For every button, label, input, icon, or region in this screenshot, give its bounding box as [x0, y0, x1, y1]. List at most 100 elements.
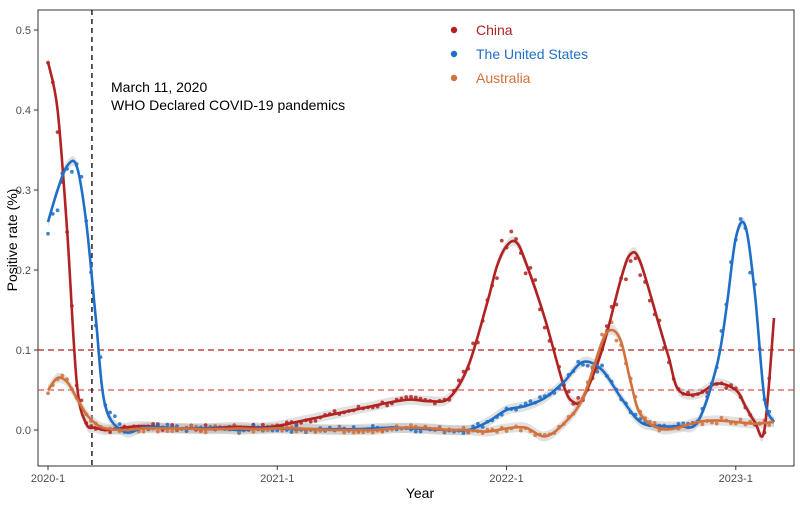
- point-the-united-states: [55, 208, 60, 213]
- point-australia: [203, 430, 208, 435]
- point-australia: [504, 429, 509, 433]
- line-china: [46, 61, 776, 438]
- point-china: [624, 277, 628, 282]
- point-the-united-states: [600, 363, 604, 368]
- point-australia: [141, 429, 146, 434]
- point-australia: [409, 423, 413, 427]
- point-china: [409, 394, 413, 399]
- y-tick-label: 0.2: [16, 265, 31, 277]
- point-australia: [370, 430, 375, 435]
- y-tick-label: 0.1: [16, 345, 31, 357]
- point-australia: [461, 425, 466, 430]
- legend: China The United States Australia: [450, 22, 588, 86]
- point-the-united-states: [112, 414, 117, 419]
- point-australia: [600, 332, 604, 337]
- point-australia: [46, 391, 50, 396]
- point-australia: [351, 430, 356, 435]
- point-the-united-states: [585, 363, 590, 368]
- point-china: [523, 271, 528, 276]
- x-axis-title: Year: [406, 485, 435, 501]
- point-the-united-states: [165, 422, 170, 427]
- point-china: [203, 423, 208, 427]
- x-tick-label: 2021-1: [260, 473, 294, 485]
- series-lines: [46, 61, 776, 438]
- point-australia: [700, 422, 705, 427]
- point-the-united-states: [46, 231, 50, 236]
- line-australia: [46, 328, 775, 438]
- point-china: [633, 256, 638, 261]
- point-australia: [380, 429, 385, 434]
- point-china: [108, 430, 112, 435]
- point-china: [724, 386, 729, 390]
- point-china: [404, 395, 409, 400]
- y-tick-label: 0.3: [16, 185, 31, 197]
- legend-marker-australia: [450, 74, 458, 82]
- point-australia: [738, 417, 743, 422]
- point-australia: [313, 430, 318, 434]
- point-china: [308, 419, 313, 424]
- point-the-united-states: [108, 410, 112, 415]
- point-australia: [170, 429, 175, 433]
- point-australia: [719, 415, 724, 420]
- legend-label-the-united-states: The United States: [476, 46, 588, 62]
- annotation-line2: WHO Declared COVID-19 pandemics: [111, 97, 345, 113]
- y-tick-label: 0.5: [16, 25, 31, 37]
- point-australia: [165, 429, 170, 433]
- point-australia: [189, 423, 194, 428]
- point-the-united-states: [738, 217, 743, 221]
- point-australia: [251, 429, 256, 434]
- point-china: [499, 238, 504, 243]
- point-australia: [155, 429, 160, 434]
- x-tick-label: 2023-1: [719, 473, 753, 485]
- point-china: [509, 229, 514, 234]
- x-axis: 2020-1 2021-1 2022-1 2023-1: [31, 466, 753, 485]
- point-the-united-states: [289, 430, 294, 434]
- legend-marker-china: [450, 26, 458, 34]
- point-the-united-states: [418, 429, 423, 434]
- point-china: [495, 276, 499, 281]
- point-australia: [714, 421, 719, 426]
- y-axis-title: Positive rate (%): [4, 189, 20, 292]
- legend-label-china: China: [476, 22, 513, 38]
- point-australia: [614, 338, 619, 343]
- annotation-line1: March 11, 2020: [111, 79, 207, 95]
- y-tick-label: 0.0: [16, 425, 31, 437]
- x-tick-label: 2020-1: [31, 473, 65, 485]
- legend-marker-the-united-states: [450, 50, 458, 58]
- point-the-united-states: [528, 399, 533, 404]
- y-tick-label: 0.4: [16, 105, 31, 117]
- point-the-united-states: [69, 169, 74, 174]
- point-the-united-states: [413, 429, 418, 434]
- point-china: [456, 378, 461, 383]
- x-tick-label: 2022-1: [489, 473, 523, 485]
- point-australia: [294, 429, 299, 434]
- point-the-united-states: [576, 359, 581, 364]
- y-axis: 0.0 0.1 0.2 0.3 0.4 0.5: [16, 25, 38, 437]
- point-australia: [767, 423, 772, 427]
- point-the-united-states: [370, 423, 375, 428]
- legend-label-australia: Australia: [476, 70, 531, 86]
- point-the-united-states: [538, 395, 542, 400]
- point-china: [313, 418, 318, 423]
- point-china: [261, 422, 265, 427]
- point-china: [628, 259, 633, 263]
- reference-lines: [38, 10, 794, 466]
- point-china: [576, 395, 581, 400]
- point-australia: [518, 428, 523, 433]
- point-china: [542, 325, 547, 330]
- point-the-united-states: [117, 422, 122, 426]
- point-the-united-states: [475, 421, 480, 426]
- point-the-united-states: [461, 431, 466, 435]
- point-china: [79, 398, 84, 403]
- point-the-united-states: [184, 429, 189, 434]
- point-china: [332, 409, 337, 413]
- point-the-united-states: [595, 369, 600, 374]
- point-australia: [342, 430, 347, 435]
- point-china: [533, 278, 538, 282]
- point-australia: [466, 430, 471, 435]
- point-china: [566, 389, 571, 394]
- point-china: [638, 273, 643, 278]
- point-china: [471, 341, 475, 346]
- point-australia: [652, 421, 657, 425]
